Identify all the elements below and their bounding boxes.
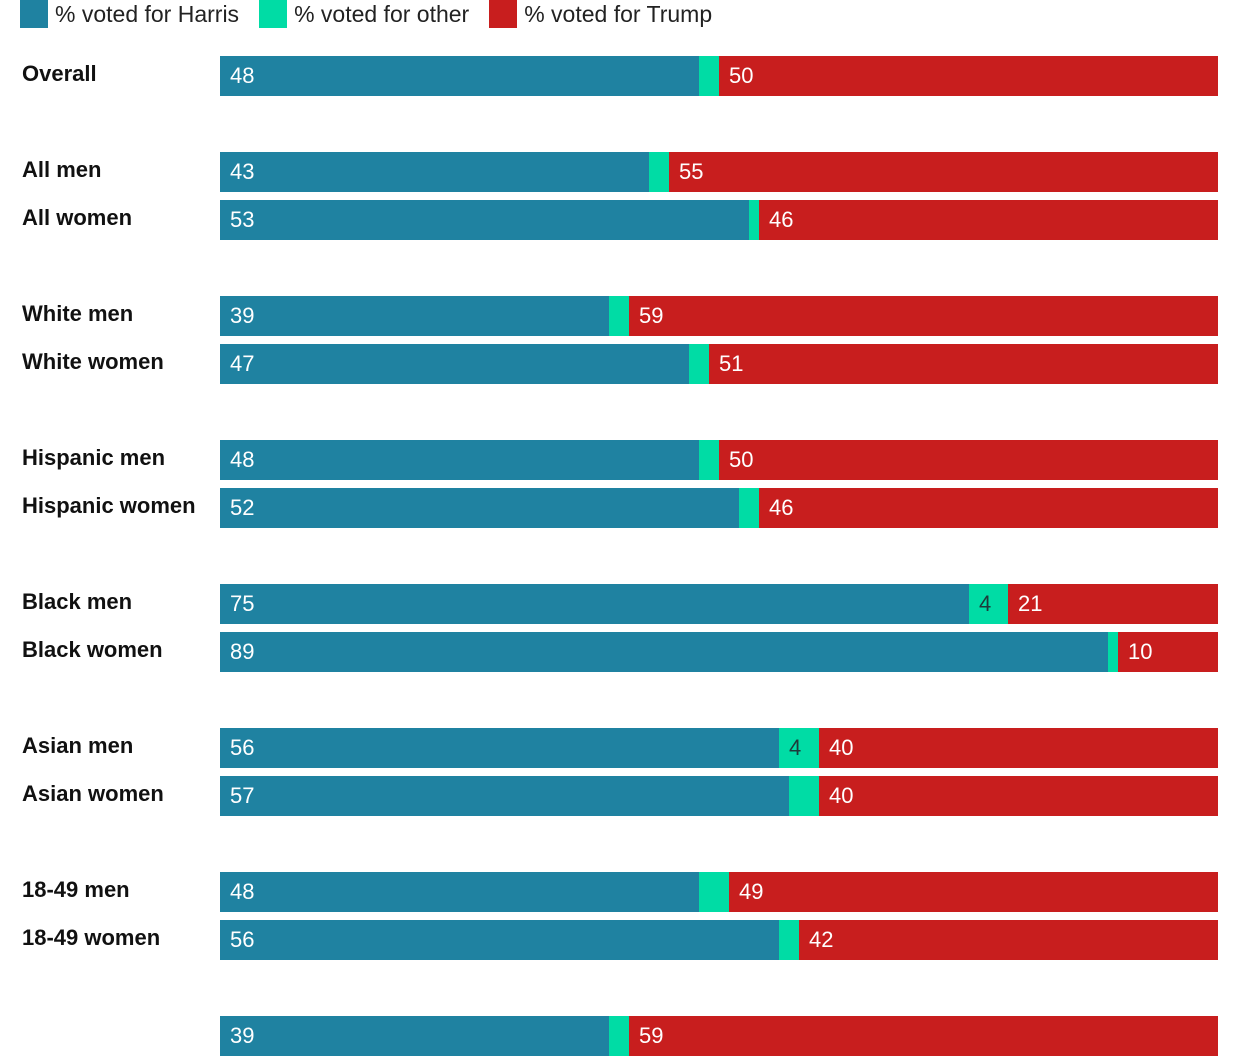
legend: % voted for Harris % voted for other % v… — [20, 0, 732, 28]
row-label: 18-49 women — [22, 925, 161, 950]
data-label-trump: 59 — [639, 1023, 664, 1048]
data-label-harris: 39 — [230, 1023, 255, 1048]
data-label-harris: 89 — [230, 639, 255, 664]
bar-segment-trump — [759, 488, 1218, 528]
data-label-trump: 10 — [1128, 639, 1153, 664]
bar-segment-trump — [1118, 632, 1218, 672]
data-label-trump: 40 — [829, 735, 854, 760]
legend-swatch-other — [259, 0, 288, 28]
row-label: All women — [22, 205, 133, 230]
legend-item-trump: % voted for Trump — [489, 0, 712, 28]
bar-segment-harris — [220, 56, 699, 96]
data-label-harris: 56 — [230, 927, 255, 952]
bar-segment-harris — [220, 152, 649, 192]
bar-segment-trump — [759, 200, 1218, 240]
row-label: All men — [22, 157, 102, 182]
bar-segment-other — [689, 344, 709, 384]
bar-segment-other — [749, 200, 759, 240]
data-label-harris: 48 — [230, 447, 255, 472]
data-label-harris: 52 — [230, 495, 255, 520]
row-label: White men — [22, 301, 134, 326]
data-label-harris: 57 — [230, 783, 255, 808]
bar-segment-harris — [220, 344, 689, 384]
bar-segment-harris — [220, 872, 699, 912]
row-label: Black women — [22, 637, 163, 662]
bar-segment-other — [649, 152, 669, 192]
bar-segment-other — [1108, 632, 1118, 672]
data-label-trump: 51 — [719, 351, 744, 376]
row-label: Hispanic women — [22, 493, 196, 518]
data-label-harris: 39 — [230, 303, 255, 328]
stacked-bar-chart: Overall 48 50 All men 43 55 All women 53 46 White… — [22, 56, 1218, 1056]
bar-segment-other — [779, 728, 819, 768]
row-label: White women — [22, 349, 164, 374]
row-label: Asian men — [22, 733, 134, 758]
row-label: Hispanic men — [22, 445, 166, 470]
legend-label-other: % voted for other — [294, 0, 470, 27]
data-label-trump: 21 — [1018, 591, 1043, 616]
data-label-trump: 59 — [639, 303, 664, 328]
data-label-harris: 48 — [230, 63, 255, 88]
data-label-trump: 42 — [809, 927, 834, 952]
data-label-harris: 48 — [230, 879, 255, 904]
bar-segment-trump — [669, 152, 1218, 192]
legend-item-harris: % voted for Harris — [20, 0, 239, 28]
row-label: Asian women — [22, 781, 164, 806]
bar-segment-other — [789, 776, 819, 816]
bar-segment-harris — [220, 488, 739, 528]
bar-segment-harris — [220, 1016, 609, 1056]
bar-segment-trump — [799, 920, 1218, 960]
bar-segment-other — [739, 488, 759, 528]
bar-segment-harris — [220, 920, 779, 960]
bar-segment-trump — [1008, 584, 1218, 624]
row-label: 18-49 men — [22, 877, 130, 902]
bar-segment-trump — [719, 56, 1218, 96]
data-label-trump: 50 — [729, 63, 754, 88]
bar-segment-other — [609, 1016, 629, 1056]
row-label: Overall — [22, 61, 97, 86]
bar-segment-harris — [220, 632, 1108, 672]
data-label-trump: 50 — [729, 447, 754, 472]
data-label-other: 4 — [979, 591, 992, 616]
data-label-harris: 47 — [230, 351, 255, 376]
data-label-harris: 56 — [230, 735, 255, 760]
bar-segment-other — [779, 920, 799, 960]
bar-segment-other — [699, 872, 729, 912]
legend-label-harris: % voted for Harris — [55, 0, 240, 27]
data-label-harris: 75 — [230, 591, 255, 616]
legend-swatch-harris — [20, 0, 48, 28]
bar-segment-trump — [819, 776, 1218, 816]
bar-segment-trump — [819, 728, 1218, 768]
data-label-harris: 53 — [230, 207, 255, 232]
bar-segment-other — [609, 296, 629, 336]
data-label-harris: 43 — [230, 159, 255, 184]
bar-segment-harris — [220, 200, 749, 240]
bar-segment-trump — [629, 1016, 1218, 1056]
bar-segment-harris — [220, 440, 699, 480]
legend-label-trump: % voted for Trump — [524, 0, 713, 27]
data-label-trump: 40 — [829, 783, 854, 808]
bar-segment-harris — [220, 584, 969, 624]
data-label-other: 4 — [789, 735, 802, 760]
bar-segment-other — [699, 440, 719, 480]
bar-segment-harris — [220, 728, 779, 768]
legend-item-other: % voted for other — [259, 0, 469, 28]
data-label-trump: 46 — [769, 495, 794, 520]
data-label-trump: 46 — [769, 207, 794, 232]
bar-segment-trump — [729, 872, 1218, 912]
legend-swatch-trump — [489, 0, 518, 28]
bar-segment-harris — [220, 776, 789, 816]
bar-segment-trump — [709, 344, 1218, 384]
data-label-trump: 49 — [739, 879, 764, 904]
bar-segment-trump — [629, 296, 1218, 336]
data-label-trump: 55 — [679, 159, 704, 184]
bar-segment-trump — [719, 440, 1218, 480]
bar-segment-other — [699, 56, 719, 96]
row-label: Black men — [22, 589, 133, 614]
bar-segment-harris — [220, 296, 609, 336]
bar-segment-other — [969, 584, 1008, 624]
